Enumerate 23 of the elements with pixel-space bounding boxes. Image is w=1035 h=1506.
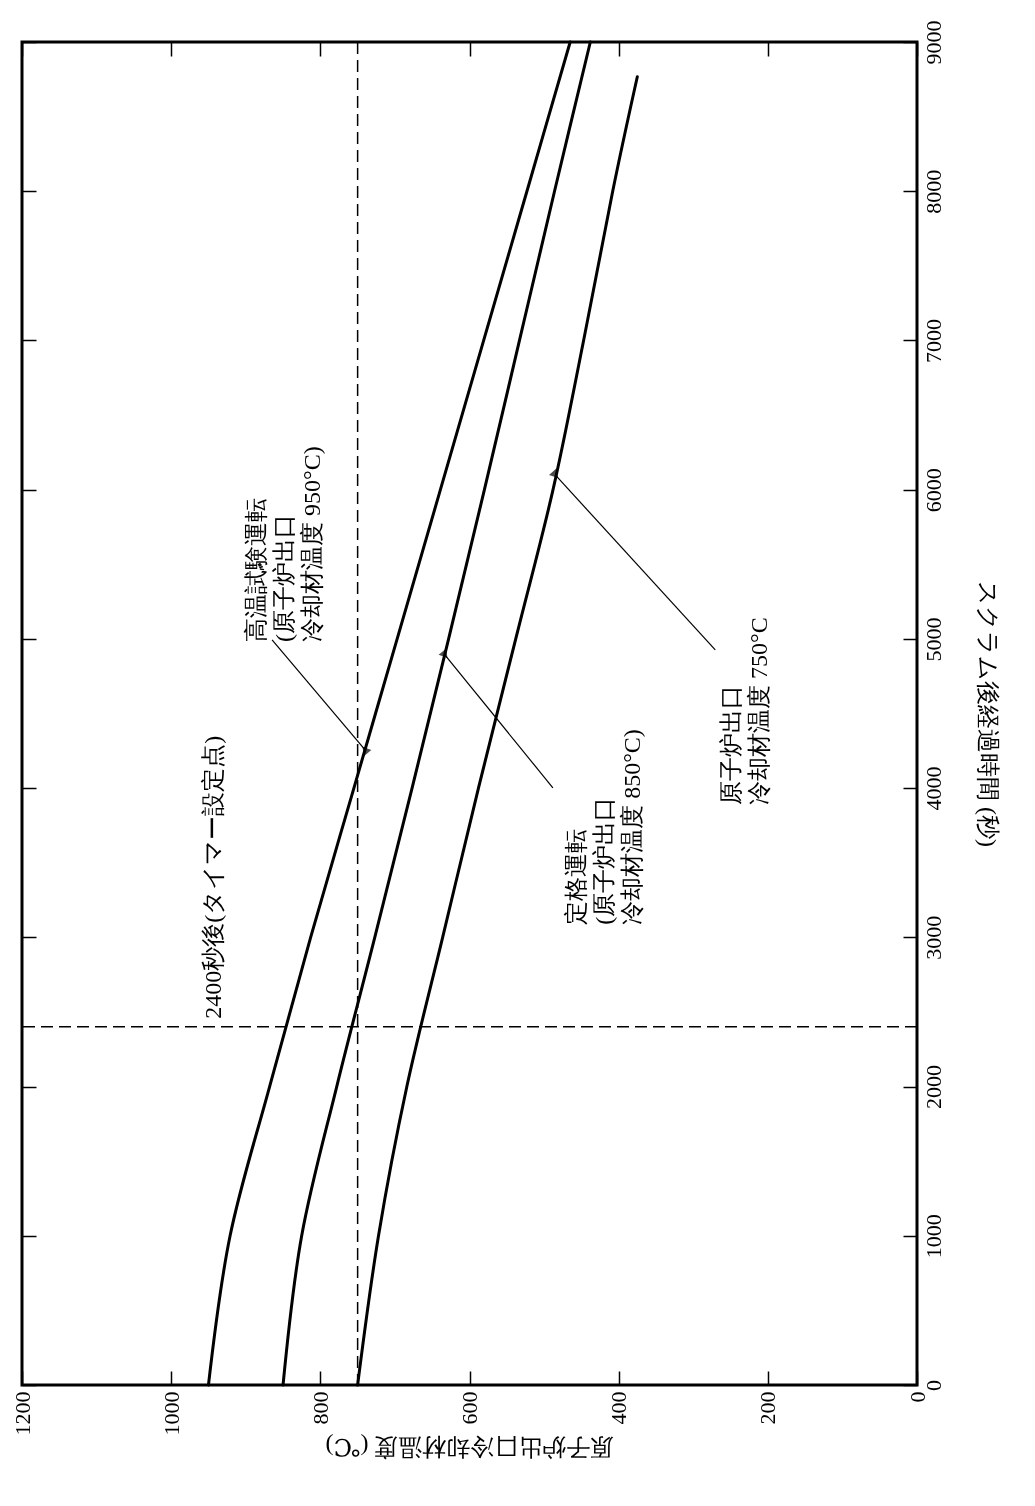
x-tick-label: 1000 — [158, 1391, 184, 1436]
annotation: 原子炉出口冷却材温度 750°C — [718, 617, 773, 805]
x-axis-title: 原子炉出口冷却材温度 (℃) — [325, 1433, 615, 1460]
y-tick-label: 0 — [920, 1380, 946, 1391]
y-axis-title: スクラム後経過時間 (秒) — [974, 581, 1001, 847]
annotation: 高温試験運転(原子炉出口冷却材温度 950°C) — [243, 446, 326, 642]
y-tick-label: 3000 — [920, 915, 946, 960]
x-tick-label: 200 — [755, 1391, 781, 1425]
x-tick-label: 0 — [904, 1391, 930, 1403]
y-tick-label: 1000 — [920, 1214, 946, 1259]
annotation: 定格運転(原子炉出口冷却材温度 850°C) — [562, 729, 645, 925]
y-tick-label: 4000 — [920, 766, 946, 811]
x-tick-label: 400 — [606, 1391, 632, 1425]
ref-line-label: 2400秒後(タイマー設定点) — [200, 735, 226, 1019]
x-tick-label: 800 — [307, 1391, 333, 1425]
y-tick-label: 5000 — [920, 617, 946, 662]
y-tick-label: 6000 — [920, 468, 946, 513]
y-tick-label: 9000 — [920, 20, 946, 65]
y-tick-label: 8000 — [920, 169, 946, 214]
y-tick-label: 2000 — [920, 1065, 946, 1110]
x-tick-label: 600 — [457, 1391, 482, 1425]
x-tick-label: 1200 — [9, 1391, 35, 1436]
y-tick-label: 7000 — [920, 318, 946, 363]
